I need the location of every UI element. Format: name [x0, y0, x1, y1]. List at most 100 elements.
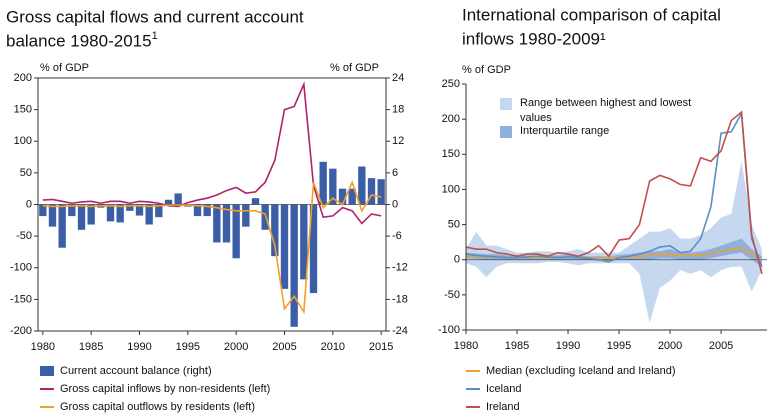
y2-tick-label: -12 — [392, 262, 408, 274]
bar — [271, 204, 279, 257]
x-tick-label: 1995 — [607, 340, 631, 352]
bar — [77, 204, 86, 230]
y2-tick-label: 12 — [392, 135, 404, 147]
range-band — [466, 161, 762, 323]
y2-tick-label: 0 — [392, 198, 398, 210]
chart-title: Gross capital flows and current account — [6, 7, 304, 26]
bar — [39, 204, 47, 217]
legend-swatch — [500, 126, 512, 138]
y-tick-label: 200 — [14, 72, 32, 84]
y2-tick-label: -18 — [392, 293, 408, 305]
bar — [242, 204, 250, 227]
x-tick-label: 1980 — [31, 341, 55, 353]
legend-label: Interquartile range — [520, 125, 610, 137]
line-series — [42, 180, 382, 315]
bar — [155, 204, 163, 218]
legend-swatch — [40, 366, 54, 376]
y2-axis-unit: % of GDP — [330, 62, 379, 74]
y-tick-label: -150 — [10, 293, 32, 305]
plot-frame — [37, 77, 387, 332]
x-tick-label: 1985 — [505, 340, 529, 352]
x-tick-label: 1985 — [79, 341, 103, 353]
bar — [280, 204, 289, 289]
bar — [358, 166, 366, 205]
y-tick-label: 50 — [448, 218, 460, 230]
line-series — [465, 110, 763, 268]
y-tick-label: 150 — [14, 104, 32, 116]
bar — [145, 204, 153, 225]
bar — [164, 199, 173, 205]
bar — [348, 188, 356, 205]
bar — [48, 204, 57, 227]
y-tick-label: 0 — [26, 198, 32, 210]
x-tick-label: 2015 — [369, 341, 393, 353]
y-axis-unit: % of GDP — [40, 62, 89, 74]
y-axis-unit: % of GDP — [462, 64, 511, 76]
legend-swatch — [500, 98, 512, 110]
y-tick-label: 100 — [14, 135, 32, 147]
line-series — [465, 110, 763, 274]
bar — [213, 204, 221, 243]
bar — [126, 204, 134, 211]
y2-tick-label: 18 — [392, 104, 404, 116]
x-tick-label: 2000 — [658, 340, 682, 352]
bar — [106, 204, 115, 222]
legend-label: Range between highest and lowest values — [520, 97, 692, 124]
y-tick-label: -100 — [10, 262, 32, 274]
bar — [367, 178, 376, 205]
x-tick-label: 2000 — [224, 341, 248, 353]
y-tick-label: 50 — [20, 167, 32, 179]
bar — [222, 204, 231, 243]
y-tick-label: -200 — [10, 325, 32, 337]
bar — [319, 161, 327, 205]
y-tick-label: -50 — [444, 289, 460, 301]
bar — [193, 204, 202, 217]
x-tick-label: 2010 — [321, 341, 345, 353]
legend-label: Iceland — [486, 383, 521, 395]
y-tick-label: 250 — [442, 78, 460, 90]
y2-tick-label: 6 — [392, 167, 398, 179]
bar — [338, 188, 347, 205]
legend-label: Gross capital inflows by non-residents (… — [60, 383, 270, 395]
legend-label: Ireland — [486, 401, 520, 413]
y2-tick-label: -24 — [392, 325, 408, 337]
chart-title: International comparison of capital — [462, 5, 721, 24]
bar — [261, 204, 269, 230]
bar — [251, 198, 260, 205]
legend-label: Gross capital outflows by residents (lef… — [60, 401, 255, 413]
bar — [174, 193, 182, 205]
line-series — [42, 81, 382, 225]
y-tick-label: 150 — [442, 148, 460, 160]
bar — [87, 204, 95, 225]
x-tick-label: 1990 — [556, 340, 580, 352]
y2-tick-label: 24 — [392, 72, 404, 84]
bar — [300, 204, 308, 280]
bar — [203, 204, 211, 217]
legend-label-box: Interquartile range — [520, 125, 610, 137]
x-tick-label: 2005 — [709, 340, 733, 352]
x-tick-label: 1990 — [127, 341, 151, 353]
x-tick-label: 1995 — [176, 341, 200, 353]
legend-label: Median (excluding Iceland and Ireland) — [486, 365, 676, 377]
chart-title: inflows 1980-2009¹ — [462, 29, 606, 48]
bar — [290, 204, 298, 327]
x-tick-label: 2005 — [272, 341, 296, 353]
bar — [232, 204, 240, 259]
y-tick-label: -50 — [16, 230, 32, 242]
bar — [329, 168, 337, 205]
chart-title: balance 1980-20151 — [6, 30, 158, 51]
legend-label-box: Range between highest and lowest values — [520, 97, 692, 124]
bar — [116, 204, 124, 223]
legend-label: Current account balance (right) — [60, 365, 212, 377]
y-tick-label: 100 — [442, 183, 460, 195]
x-tick-label: 1980 — [454, 340, 478, 352]
bar — [377, 179, 385, 205]
y-tick-label: 0 — [454, 254, 460, 266]
bar — [135, 204, 144, 216]
y2-tick-label: -6 — [392, 230, 402, 242]
y-tick-label: -100 — [438, 324, 460, 336]
bar — [68, 204, 76, 217]
bar — [58, 204, 66, 248]
